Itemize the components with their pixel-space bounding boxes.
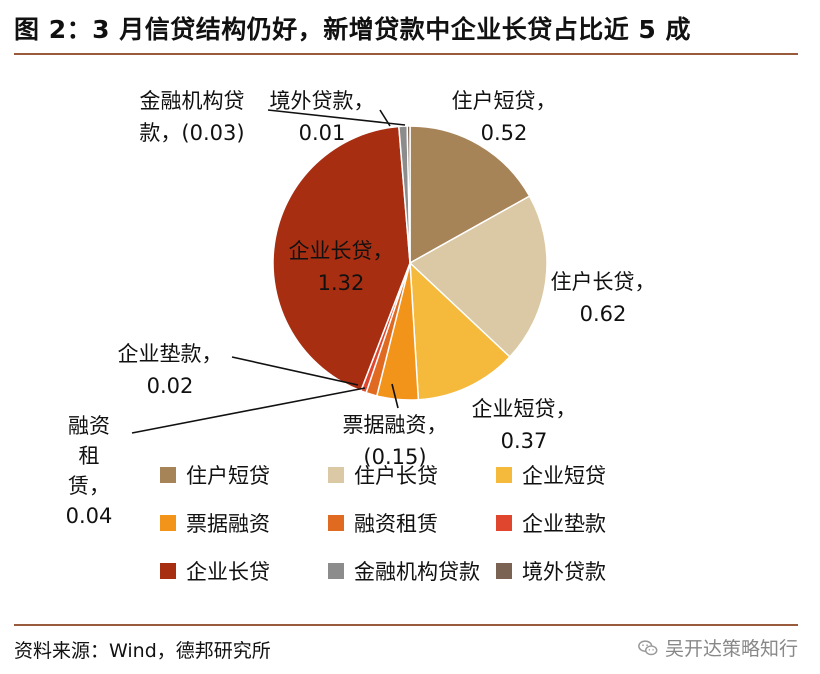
figure-title: 图 2：3 月信贷结构仍好，新增贷款中企业长贷占比近 5 成 [14,15,692,44]
data-label-line: 款，(0.03) [139,121,244,145]
legend-label: 金融机构贷款 [354,560,480,584]
data-label-住户长贷: 住户长贷， 0.62 [551,270,656,326]
bottom-divider [14,624,798,626]
leader-line-融资租赁 [131,387,366,434]
data-label-line: 0.04 [66,504,113,528]
data-label-line: 企业短贷， [472,397,577,421]
data-label-line: 企业长贷， [289,239,394,263]
data-label-line: 住户短贷， [452,89,557,113]
leader-lines [131,109,406,434]
legend-swatch [160,467,176,483]
pie-slices [272,125,548,401]
data-label-企业长贷: 企业长贷， 1.32 [289,239,394,295]
pie-slice-企业短贷 [409,261,511,401]
legend-label: 住户短贷 [186,464,270,488]
pie-slice-住户长贷 [408,195,548,358]
legend-item-票据融资: 票据融资 [160,510,328,536]
legend-label: 票据融资 [186,512,270,536]
data-label-line: 0.37 [501,429,548,453]
legend-swatch [160,563,176,579]
data-label-line: 0.62 [580,302,627,326]
legend-swatch [328,563,344,579]
legend-label: 境外贷款 [522,560,606,584]
legend-swatch [328,515,344,531]
source-note: 资料来源：Wind，德邦研究所 [14,640,271,662]
data-label-企业垫款: 企业垫款， 0.02 [118,342,223,398]
data-label-line: 1.32 [318,271,365,295]
data-label-line: 赁， [68,474,110,498]
legend-item-融资租赁: 融资租赁 [328,510,496,536]
data-label-line: 租 [79,444,100,468]
top-divider [14,53,798,55]
data-label-line: 0.52 [481,121,528,145]
legend-item-企业垫款: 企业垫款 [496,510,664,536]
legend-item-住户长贷: 住户长贷 [328,462,496,488]
legend-item-金融机构贷款: 金融机构贷款 [328,558,496,584]
legend-swatch [328,467,344,483]
leader-line-企业垫款 [231,356,359,386]
data-label-融资租赁: 融资租赁， 0.04 [66,414,113,528]
leader-line-境外贷款 [379,109,391,127]
data-label-line: 融资 [68,414,110,438]
legend-swatch [496,563,512,579]
legend-item-企业长贷: 企业长贷 [160,558,328,584]
data-label-票据融资: 票据融资， (0.15) [343,413,448,469]
leader-line-金融机构贷款 [267,109,406,126]
legend-item-企业短贷: 企业短贷 [496,462,664,488]
legend-label: 企业长贷 [186,560,270,584]
legend-item-住户短贷: 住户短贷 [160,462,328,488]
watermark-text: 吴开达策略知行 [664,638,798,660]
legend-swatch [496,467,512,483]
leader-line-票据融资 [391,383,399,409]
legend-label: 融资租赁 [354,512,438,536]
wechat-icon [638,639,658,655]
legend-label: 企业短贷 [522,464,606,488]
legend-swatch [496,515,512,531]
pie-slice-企业长贷 [272,125,411,392]
legend-item-境外贷款: 境外贷款 [496,558,664,584]
data-label-住户短贷: 住户短贷， 0.52 [452,89,557,145]
legend-label: 住户长贷 [354,464,438,488]
data-labels: 住户短贷， 0.52 住户长贷， 0.62 企业短贷， 0.37 票据融资， (0.15) 融资… [66,89,656,528]
pie-slice-境外贷款 [406,125,411,264]
legend-label: 企业垫款 [522,512,606,536]
legend-swatch [160,515,176,531]
chart-legend: 住户短贷 住户长贷 企业短贷票据融资 融资租赁 企业垫款企业长贷 金融机构贷款 境外贷款 [160,462,660,584]
data-label-line: 金融机构贷 [140,89,245,113]
data-label-line: 0.01 [299,121,346,145]
pie-slice-住户短贷 [409,125,531,265]
data-label-企业短贷: 企业短贷， 0.37 [472,397,577,453]
watermark: 吴开达策略知行 [637,634,798,661]
data-label-line: 票据融资， [343,413,448,437]
data-label-line: 0.02 [147,374,194,398]
data-label-line: 住户长贷， [551,270,656,294]
data-label-line: (0.15) [363,445,426,469]
data-label-line: 企业垫款， [118,342,223,366]
data-label-境外贷款: 境外贷款， 0.01 [270,89,375,145]
data-label-line: 境外贷款， [270,89,375,113]
data-label-金融机构贷款: 金融机构贷款，(0.03) [139,89,244,145]
